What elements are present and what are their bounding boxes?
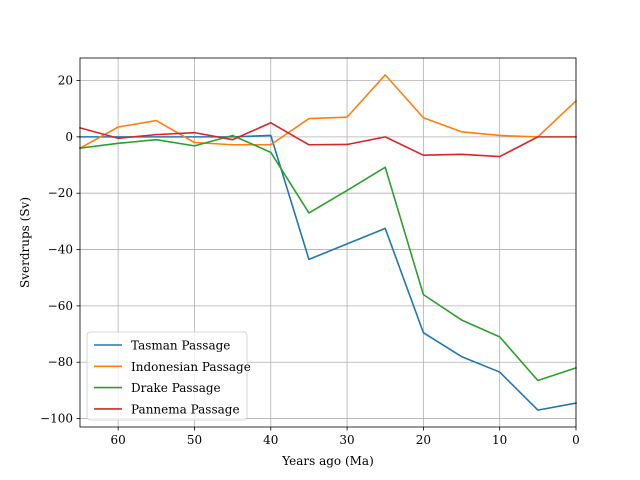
y-tick-label: 20 xyxy=(58,74,73,88)
x-tick-label: 20 xyxy=(416,433,431,447)
plot-frame xyxy=(79,57,577,428)
legend-box xyxy=(86,331,248,421)
series-line-pannema-passage xyxy=(79,121,577,158)
y-tick-label: 0 xyxy=(65,130,73,144)
series-layer xyxy=(78,74,578,411)
x-tick-label: 50 xyxy=(187,433,202,447)
x-tick-label: 0 xyxy=(572,433,580,447)
y-tick-label: −40 xyxy=(48,243,73,257)
y-tick-label: −20 xyxy=(48,186,73,200)
x-tick-label: 30 xyxy=(339,433,354,447)
y-tick-label: −100 xyxy=(40,412,73,426)
x-axis-label: Years ago (Ma) xyxy=(281,454,374,468)
legend-entry-label: Tasman Passage xyxy=(131,339,230,353)
legend-entry-label: Pannema Passage xyxy=(131,402,240,416)
x-tick-label: 60 xyxy=(111,433,126,447)
y-tick-label: −60 xyxy=(48,299,73,313)
legend: Tasman Passage Indonesian Passage Drake Pa… xyxy=(86,331,251,421)
x-tick-label: 40 xyxy=(263,433,278,447)
y-tick-label: −80 xyxy=(48,355,73,369)
x-tick-label: 10 xyxy=(492,433,507,447)
legend-entry-label: Indonesian Passage xyxy=(131,360,251,374)
series-line-indonesian-passage xyxy=(78,74,578,150)
grid xyxy=(80,58,577,427)
y-axis-label: Sverdrups (Sv) xyxy=(18,197,32,288)
series-line-drake-passage xyxy=(79,134,578,382)
legend-entry-label: Drake Passage xyxy=(131,381,221,395)
ticks: 60 50 40 30 20 10 0 20 0 −20 −40 −60 −80 −100 xyxy=(40,74,580,447)
series-line-tasman-passage xyxy=(79,134,577,411)
